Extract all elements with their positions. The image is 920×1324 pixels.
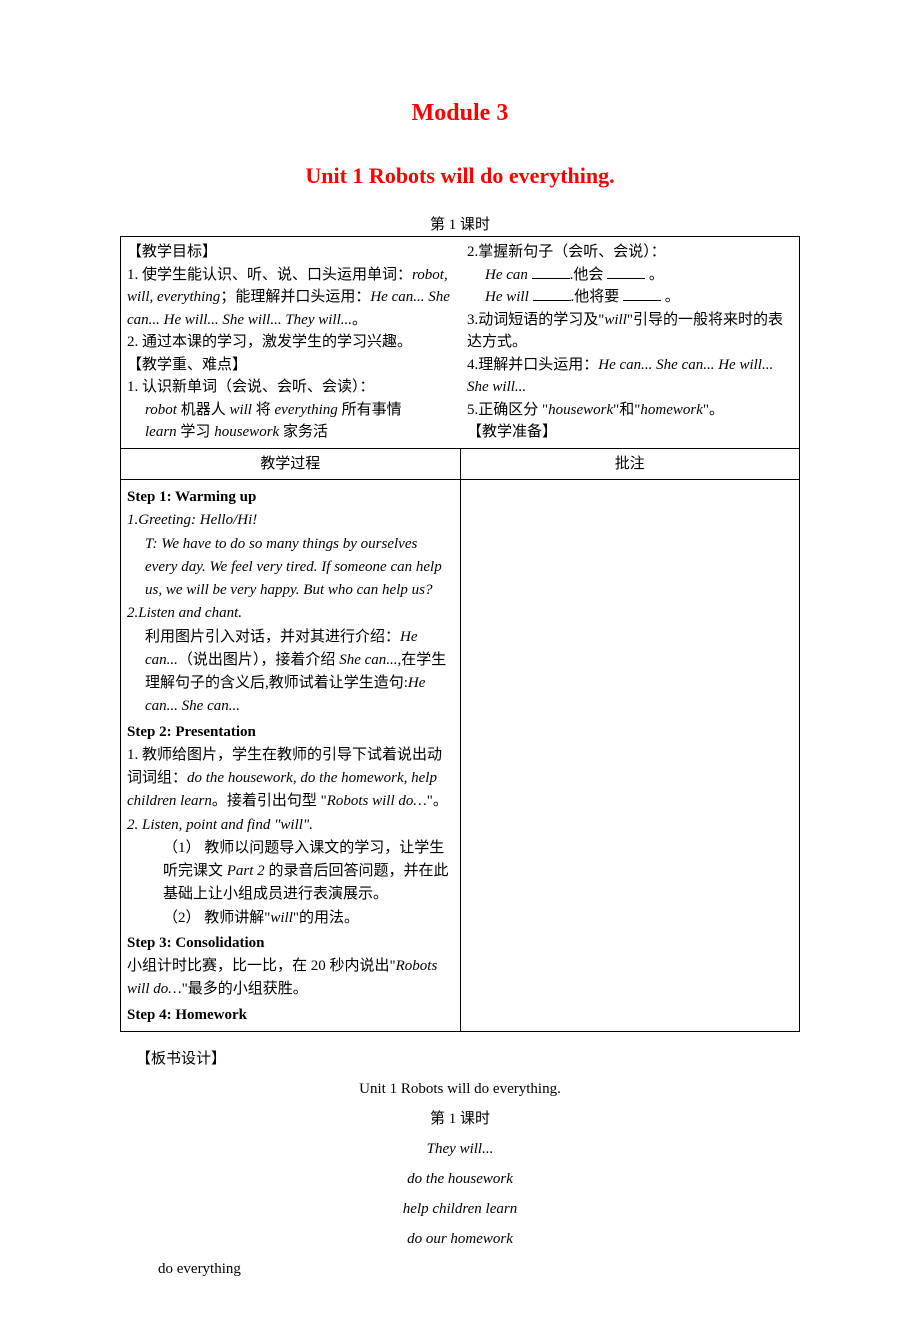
kp-word-learn: learn <box>145 424 177 440</box>
keypoints-label: 【教学重、难点】 <box>127 354 453 377</box>
kp-5: 5.正确区分 "housework"和"homework"。 <box>467 399 793 422</box>
blank-3 <box>533 287 571 302</box>
s2l1d: Robots will do… <box>327 793 427 809</box>
s1l4c: （说出图片），接着介绍 <box>178 652 339 668</box>
objectives-cell: 【教学目标】 1. 使学生能认识、听、说、口头运用单词：robot, will,… <box>121 237 800 449</box>
board-label: 【板书设计】 <box>120 1044 800 1074</box>
step1-head: Step 1: Warming up <box>127 486 454 509</box>
process-cell: Step 1: Warming up 1.Greeting: Hello/Hi!… <box>121 480 461 1032</box>
step1-line2: T: We have to do so many things by ourse… <box>127 533 454 603</box>
kp2-l2a: He will <box>485 289 533 305</box>
kp5-a: 5.正确区分 " <box>467 402 548 418</box>
s2s2b: will <box>270 910 293 926</box>
blank-4 <box>623 287 661 302</box>
kp-word-will: will <box>229 402 252 418</box>
s2s1b: Part 2 <box>227 863 265 879</box>
blank-2 <box>607 264 645 279</box>
kp-word-robot: robot <box>145 402 177 418</box>
s2l1e: "。 <box>427 793 448 809</box>
kp-words-row1: robot 机器人 will 将 everything 所有事情 <box>127 399 453 422</box>
kp-word-will-cn: 将 <box>252 402 275 418</box>
lesson-label: 第 1 课时 <box>120 213 800 234</box>
prep-label: 【教学准备】 <box>467 421 793 444</box>
lesson-table: 【教学目标】 1. 使学生能认识、听、说、口头运用单词：robot, will,… <box>120 236 800 1032</box>
step1-line3: 2.Listen and chant. <box>127 602 454 625</box>
kp-word-robot-cn: 机器人 <box>177 402 230 418</box>
board-line7: do everything <box>120 1254 800 1284</box>
process-header: 教学过程 <box>121 448 461 480</box>
notes-cell <box>460 480 800 1032</box>
kp2-l1b: .他会 <box>570 267 608 283</box>
board-design: 【板书设计】 Unit 1 Robots will do everything.… <box>120 1044 800 1284</box>
s2l1c: 。接着引出句型 " <box>212 793 327 809</box>
step3-line: 小组计时比赛，比一比，在 20 秒内说出"Robots will do…"最多的… <box>127 955 454 1002</box>
kp2-l1a: He can <box>485 267 532 283</box>
unit-title: Unit 1 Robots will do everything. <box>120 163 800 189</box>
module-title: Module 3 <box>120 100 800 127</box>
kp-word-everything: everything <box>275 402 338 418</box>
kp5-c: "和" <box>613 402 640 418</box>
kp5-b: housework <box>548 402 613 418</box>
step4-head: Step 4: Homework <box>127 1004 454 1027</box>
kp-4: 4.理解并口头运用：He can... She can... He will..… <box>467 354 793 399</box>
kp-2-line2: He will .他将要 。 <box>467 286 793 309</box>
kp2-l1c: 。 <box>645 267 664 283</box>
board-line1: Unit 1 Robots will do everything. <box>120 1074 800 1104</box>
kp-2-line1: He can .他会 。 <box>467 264 793 287</box>
step2-sub1: （1） 教师以问题导入课文的学习，让学生听完课文 Part 2 的录音后回答问题… <box>127 837 454 907</box>
step2-line1: 1. 教师给图片，学生在教师的引导下试着说出动词词组：do the housew… <box>127 744 454 814</box>
kp-words-row2: learn 学习 housework 家务活 <box>127 421 453 444</box>
kp-word-housework-cn: 家务活 <box>279 424 328 440</box>
step2-sub2: （2） 教师讲解"will"的用法。 <box>127 907 454 930</box>
board-line6: do our homework <box>120 1224 800 1254</box>
goal-1-prefix: 1. 使学生能认识、听、说、口头运用单词： <box>127 267 412 283</box>
s3lc: "最多的小组获胜。 <box>182 981 308 997</box>
s1l4d: She can... <box>339 652 397 668</box>
step1-line1: 1.Greeting: Hello/Hi! <box>127 509 454 532</box>
s2s2a: （2） 教师讲解" <box>163 910 270 926</box>
board-line4: do the housework <box>120 1164 800 1194</box>
notes-header: 批注 <box>460 448 800 480</box>
objectives-goal-label: 【教学目标】 <box>127 241 453 264</box>
kp-3: 3.动词短语的学习及"will"引导的一般将来时的表达方式。 <box>467 309 793 354</box>
kp4-a: 4.理解并口头运用： <box>467 357 598 373</box>
kp-1: 1. 认识新单词（会说、会听、会读）： <box>127 376 453 399</box>
step1-line4: 利用图片引入对话，并对其进行介绍：He can...（说出图片），接着介绍 Sh… <box>127 626 454 719</box>
board-line5: help children learn <box>120 1194 800 1224</box>
goal-1: 1. 使学生能认识、听、说、口头运用单词：robot, will, everyt… <box>127 264 453 332</box>
step2-head: Step 2: Presentation <box>127 721 454 744</box>
board-line2: 第 1 课时 <box>120 1104 800 1134</box>
kp-2: 2.掌握新句子（会听、会说）： <box>467 241 793 264</box>
kp2-l2b: .他将要 <box>571 289 624 305</box>
page: Module 3 Unit 1 Robots will do everythin… <box>0 0 920 1324</box>
kp2-l2c: 。 <box>661 289 680 305</box>
kp-word-everything-cn: 所有事情 <box>338 402 402 418</box>
step2-line2: 2. Listen, point and find "will". <box>127 814 454 837</box>
blank-1 <box>532 264 570 279</box>
board-line3: They will... <box>120 1134 800 1164</box>
goal-2: 2. 通过本课的学习，激发学生的学习兴趣。 <box>127 331 453 354</box>
kp3-pre: 3.动词短语的学习及" <box>467 312 604 328</box>
kp5-d: homework <box>640 402 703 418</box>
kp-word-housework: housework <box>214 424 279 440</box>
s2s2c: "的用法。 <box>293 910 359 926</box>
kp3-will: will <box>604 312 627 328</box>
step3-head: Step 3: Consolidation <box>127 932 454 955</box>
goal-1-end: 。 <box>352 312 367 328</box>
kp-word-learn-cn: 学习 <box>177 424 215 440</box>
s3la: 小组计时比赛，比一比，在 20 秒内说出" <box>127 958 396 974</box>
goal-1-mid: ；能理解并口头运用： <box>220 289 370 305</box>
objectives-columns: 【教学目标】 1. 使学生能认识、听、说、口头运用单词：robot, will,… <box>127 241 793 444</box>
kp5-e: "。 <box>703 402 724 418</box>
s1l4a: 利用图片引入对话，并对其进行介绍： <box>145 629 400 645</box>
